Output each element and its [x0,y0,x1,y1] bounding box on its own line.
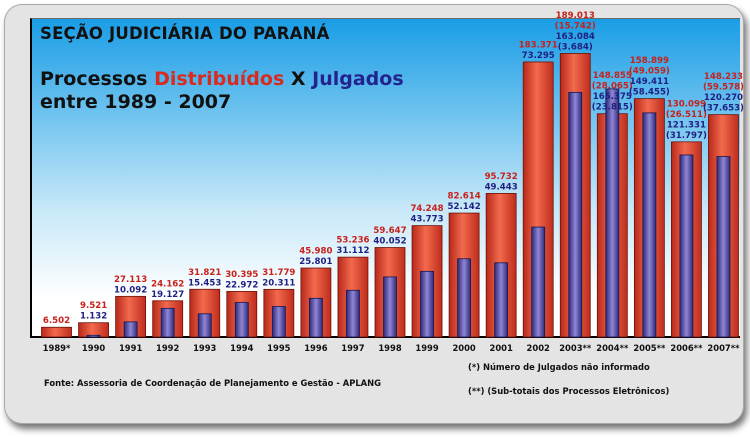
value-label-distribuidos: 9.521 [80,301,107,311]
sub-label-julgados: (31.797) [666,131,707,141]
x-tick-label: 1992 [156,343,179,353]
bar-julgados-2005 [642,112,657,338]
value-label-julgados: 73.295 [522,51,555,61]
value-label-julgados: 25.801 [299,257,332,267]
x-tick-label: 2001 [490,343,513,353]
bar-distribuidos-1989 [41,326,72,338]
value-label-distribuidos: 130.099 [667,99,706,109]
sub-label-julgados: (3.684) [558,42,593,52]
footnote-julgados: (*) Número de Julgados não informado [468,362,650,372]
sub-label-distribuidos: (49.059) [629,67,670,77]
value-label-distribuidos: 53.236 [336,236,369,246]
source-note: Fonte: Assessoria de Coordenação de Plan… [44,378,382,388]
x-tick-label: 1995 [267,343,290,353]
value-label-julgados: 10.092 [114,285,147,295]
bar-julgados-2004 [605,88,620,338]
x-tick-label: 2002 [527,343,550,353]
subtitle-period: entre 1989 - 2007 [40,91,232,113]
bar-julgados-1993 [197,313,212,338]
bar-julgados-1996 [308,297,323,338]
x-tick-label: 1998 [378,343,401,353]
sub-label-distribuidos: (26.511) [666,110,707,120]
x-tick-label: 2000 [452,343,475,353]
value-label-distribuidos: 31.779 [262,268,295,278]
sub-label-julgados: (58.455) [629,88,670,98]
subtitle-julgados: Julgados [312,68,404,90]
value-label-julgados: 52.142 [448,202,481,212]
bar-julgados-2000 [457,258,472,338]
x-tick-label: 2005** [633,343,666,353]
x-tick-label: 1990 [82,343,105,353]
sub-label-distribuidos: (15.742) [555,21,596,31]
sub-label-distribuidos: (28.065) [592,82,633,92]
x-tick-label: 2006** [670,343,703,353]
sub-label-distribuidos: (59.578) [703,83,744,93]
bar-julgados-2003 [568,91,583,338]
value-label-julgados: 40.052 [373,237,406,247]
x-tick-label: 1989* [43,343,71,353]
footnote-eletronicos: (**) (Sub-totais dos Processos Eletrônic… [468,386,670,396]
value-label-distribuidos: 74.248 [410,204,443,214]
value-label-distribuidos: 30.395 [225,270,258,280]
bar-julgados-1999 [420,270,434,338]
bar-julgados-1998 [383,276,397,338]
value-label-julgados: 20.311 [262,278,295,288]
value-label-julgados: 31.112 [336,246,369,256]
bar-julgados-1991 [123,321,138,338]
x-tick-label: 2007** [707,343,740,353]
x-tick-label: 2004** [596,343,629,353]
value-label-distribuidos: 45.980 [299,247,332,257]
x-tick-label: 1996 [304,343,327,353]
value-label-julgados: 163.084 [556,32,595,42]
value-label-julgados: 121.331 [667,120,706,130]
value-label-distribuidos: 27.113 [114,275,147,285]
x-tick-label: 1991 [119,343,142,353]
x-tick-label: 2003** [559,343,592,353]
value-label-distribuidos: 158.899 [630,56,669,66]
value-label-distribuidos: 24.162 [151,279,184,289]
value-label-julgados: 19.127 [151,290,184,300]
bar-julgados-1990 [86,334,101,338]
sub-label-julgados: (23.815) [592,103,633,113]
value-label-distribuidos: 148.233 [704,72,743,82]
bar-julgados-2002 [531,226,546,338]
value-label-distribuidos: 189.013 [556,11,595,21]
chart-subtitle: Processos Distribuídos X Julgados entre … [40,68,404,114]
value-label-julgados: 15.453 [188,278,221,288]
chart-title: SEÇÃO JUDICIÁRIA DO PARANÁ [40,24,330,43]
value-label-julgados: 49.443 [485,182,518,192]
value-label-distribuidos: 95.732 [485,172,518,182]
bar-julgados-1994 [234,302,249,338]
value-label-julgados: 43.773 [410,215,443,225]
value-label-julgados: 149.411 [630,77,669,87]
bar-julgados-1997 [346,289,360,338]
subtitle-prefix: Processos [40,68,155,90]
bar-julgados-2007 [716,156,731,338]
value-label-distribuidos: 82.614 [448,192,481,202]
subtitle-distribuidos: Distribuídos [154,68,285,90]
bar-julgados-2006 [679,154,694,338]
value-label-julgados: 165.375 [593,92,632,102]
value-label-distribuidos: 6.502 [43,316,70,326]
sub-label-julgados: (37.653) [703,104,744,114]
subtitle-middle: X [284,68,313,90]
x-tick-label: 1997 [341,343,364,353]
bar-distribuidos-1990 [78,322,109,338]
x-tick-label: 1999 [415,343,438,353]
value-label-distribuidos: 148.855 [593,71,632,81]
x-tick-label: 1993 [193,343,216,353]
value-label-distribuidos: 59.647 [373,226,406,236]
value-label-julgados: 120.270 [704,93,743,103]
value-label-distribuidos: 31.821 [188,268,221,278]
x-tick-label: 1994 [230,343,253,353]
value-label-distribuidos: 183.371 [519,40,558,50]
bar-julgados-2001 [494,262,509,338]
value-label-julgados: 22.972 [225,280,258,290]
bar-julgados-1995 [271,306,286,338]
value-label-julgados: 1.132 [80,312,107,322]
bar-julgados-1992 [160,307,175,338]
